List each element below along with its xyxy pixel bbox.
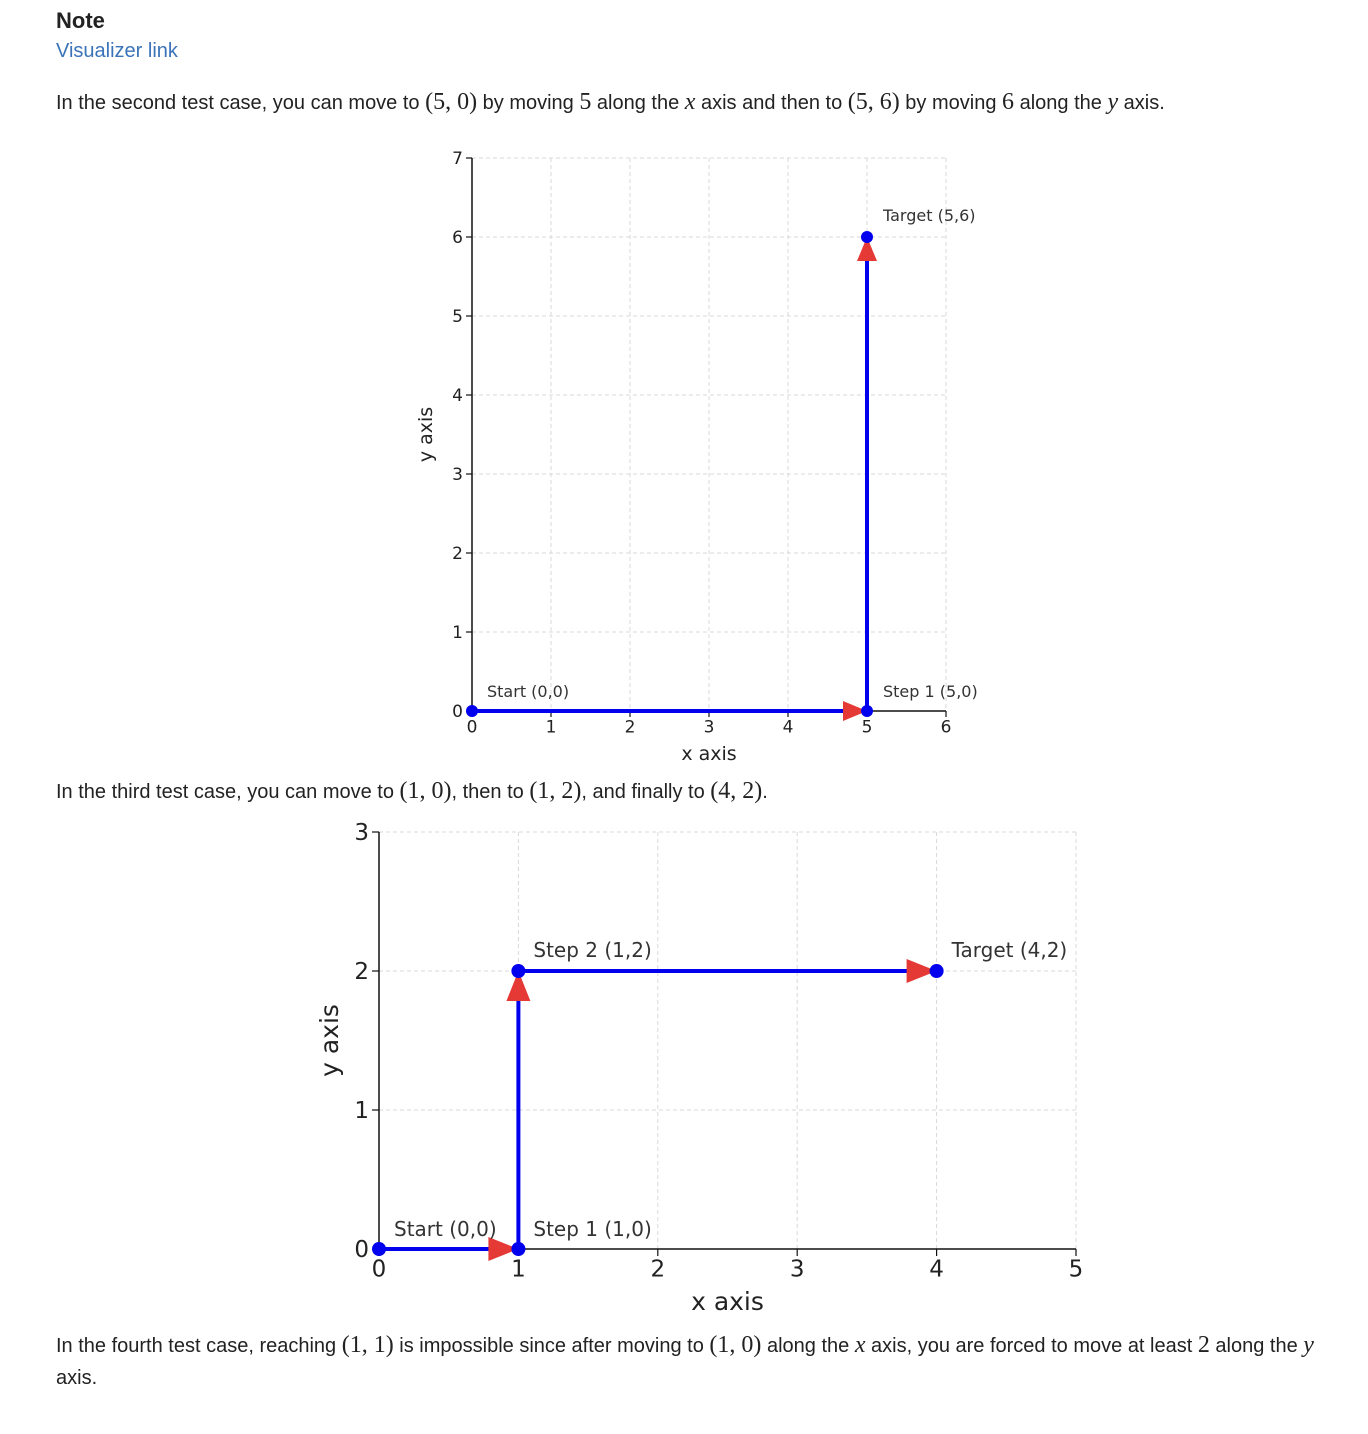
math-span: x <box>854 1332 866 1358</box>
x-tick-label: 3 <box>790 1257 805 1283</box>
y-tick-label: 3 <box>354 820 369 846</box>
math-span: (1, 0) <box>399 778 452 804</box>
x-tick-label: 2 <box>625 717 636 737</box>
math-span: 6 <box>1002 89 1015 115</box>
text-span: along the <box>1014 92 1108 114</box>
x-tick-label: 5 <box>1069 1257 1084 1283</box>
arrow-head <box>488 1237 519 1261</box>
x-tick-label: 1 <box>546 717 557 737</box>
math-span: 2 <box>1197 1332 1210 1358</box>
path-point <box>372 1242 386 1256</box>
y-tick-label: 7 <box>452 149 463 169</box>
math-span: 5 <box>579 89 592 115</box>
path-point <box>511 1242 526 1256</box>
point-label: Step 2 (1,2) <box>533 938 651 962</box>
arrow-head <box>843 701 867 721</box>
math-span: (1, 2) <box>529 778 582 804</box>
x-tick-label: 1 <box>511 1257 526 1283</box>
math-span: x <box>684 89 696 115</box>
x-tick-label: 2 <box>650 1257 665 1283</box>
text-span: In the third test case, you can move to <box>56 781 400 803</box>
text-span: , and finally to <box>581 781 711 803</box>
math-span: (1, 0) <box>709 1332 762 1358</box>
x-tick-label: 3 <box>704 717 715 737</box>
text-span: along the <box>591 92 685 114</box>
y-tick-label: 1 <box>354 1098 369 1124</box>
point-label: Start (0,0) <box>394 1217 497 1241</box>
text-span: , then to <box>451 781 530 803</box>
text-span: In the second test case, you can move to <box>56 92 426 114</box>
y-tick-label: 0 <box>354 1237 369 1263</box>
arrow-head <box>506 971 531 1001</box>
paragraph-second-test-case: In the second test case, you can move to… <box>56 86 1165 119</box>
y-axis-label: y axis <box>415 407 437 462</box>
x-tick-label: 6 <box>941 717 952 737</box>
visualizer-link[interactable]: Visualizer link <box>56 40 178 62</box>
math-span: (4, 2) <box>710 778 763 804</box>
text-span: . <box>762 781 768 803</box>
path-point <box>861 231 873 243</box>
text-span: along the <box>761 1335 855 1357</box>
paragraph-third-test-case: In the third test case, you can move to … <box>56 775 768 808</box>
y-tick-label: 1 <box>452 623 463 643</box>
x-tick-label: 0 <box>467 717 478 737</box>
point-label: Step 1 (5,0) <box>883 682 978 701</box>
point-label: Target (4,2) <box>951 938 1068 962</box>
y-axis-label: y axis <box>315 1004 344 1077</box>
text-span: In the fourth test case, reaching <box>56 1335 342 1357</box>
x-tick-label: 0 <box>372 1257 387 1283</box>
y-tick-label: 3 <box>452 465 463 485</box>
text-span: axis, you are forced to move at least <box>865 1335 1198 1357</box>
y-tick-label: 6 <box>452 228 463 248</box>
text-span: axis. <box>56 1367 98 1389</box>
note-heading: Note <box>56 8 105 33</box>
point-label: Start (0,0) <box>487 682 569 701</box>
y-tick-label: 2 <box>354 959 369 985</box>
arrow-head <box>857 237 877 261</box>
text-span: by moving <box>477 92 580 114</box>
math-span: (1, 1) <box>341 1332 394 1358</box>
point-label: Step 1 (1,0) <box>533 1217 651 1241</box>
path-point <box>929 964 944 978</box>
text-span: axis and then to <box>695 92 848 114</box>
path-point <box>466 705 478 717</box>
x-tick-label: 5 <box>862 717 873 737</box>
text-span: along the <box>1209 1335 1304 1357</box>
text-span: by moving <box>899 92 1003 114</box>
path-point <box>861 705 873 717</box>
x-axis-label: x axis <box>691 1287 764 1316</box>
text-span: is impossible since after moving to <box>393 1335 710 1357</box>
y-tick-label: 5 <box>452 307 463 327</box>
y-tick-label: 2 <box>452 544 463 564</box>
x-tick-label: 4 <box>929 1257 944 1283</box>
text-span: axis. <box>1118 92 1165 114</box>
math-span: y <box>1303 1332 1314 1358</box>
x-axis-label: x axis <box>681 743 736 765</box>
path-point <box>511 964 526 978</box>
y-tick-label: 0 <box>452 702 463 722</box>
y-tick-label: 4 <box>452 386 463 406</box>
paragraph-fourth-test-case: In the fourth test case, reaching (1, 1)… <box>56 1329 1346 1394</box>
point-label: Target (5,6) <box>882 206 976 225</box>
arrow-head <box>906 959 937 983</box>
x-tick-label: 4 <box>783 717 794 737</box>
math-span: (5, 6) <box>847 89 900 115</box>
math-span: y <box>1107 89 1119 115</box>
math-span: (5, 0) <box>425 89 478 115</box>
